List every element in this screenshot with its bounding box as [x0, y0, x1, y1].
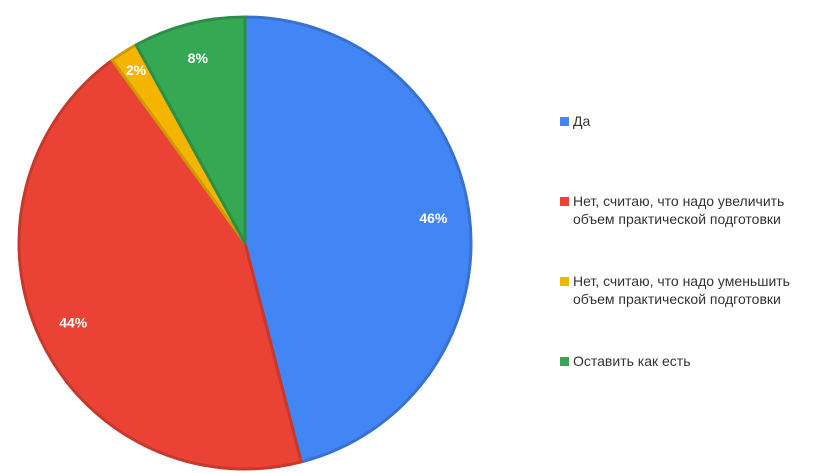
legend-entry: Да [560, 112, 810, 130]
pie-slice [243, 15, 473, 464]
legend-swatch [560, 277, 569, 286]
legend-swatch [560, 117, 569, 126]
legend-label: Нет, считаю, что надо уменьшить объем пр… [573, 273, 790, 307]
slice-label: 8% [188, 50, 209, 66]
legend-entry: Нет, считаю, что надо увеличить объем пр… [560, 192, 810, 228]
legend-entry: Нет, считаю, что надо уменьшить объем пр… [560, 272, 810, 308]
legend-swatch [560, 357, 569, 366]
slice-label: 46% [419, 210, 448, 226]
legend-label: Да [573, 113, 591, 129]
legend-label: Нет, считаю, что надо увеличить объем пр… [573, 193, 785, 227]
pie-slice [17, 58, 303, 471]
legend-swatch [560, 197, 569, 206]
legend-entry: Оставить как есть [560, 352, 810, 370]
pie-slice [134, 15, 247, 245]
slice-label: 44% [59, 315, 88, 331]
legend-label: Оставить как есть [573, 353, 691, 369]
slice-label: 2% [126, 62, 147, 78]
